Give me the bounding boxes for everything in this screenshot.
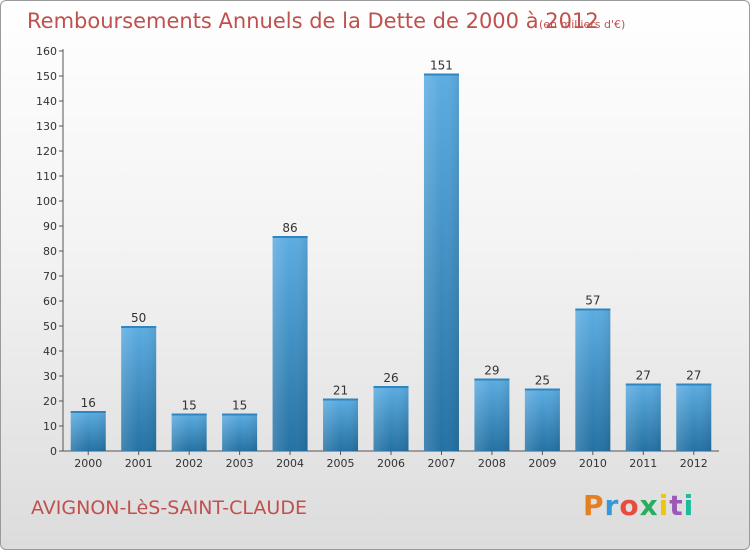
data-label: 27 <box>636 369 651 383</box>
x-tick-label: 2000 <box>74 457 102 470</box>
y-tick-label: 0 <box>50 445 57 458</box>
x-tick-label: 2006 <box>377 457 405 470</box>
bar-shine <box>524 388 560 451</box>
bar-shine <box>70 411 106 451</box>
chart-title: Remboursements Annuels de la Dette de 20… <box>27 9 599 33</box>
data-label: 50 <box>131 311 146 325</box>
y-tick-label: 40 <box>43 345 57 358</box>
bar-top-edge <box>121 326 157 328</box>
y-tick-label: 70 <box>43 270 57 283</box>
bar-shine <box>272 236 308 451</box>
data-label: 15 <box>182 399 197 413</box>
data-label: 151 <box>430 59 453 73</box>
y-tick-label: 80 <box>43 245 57 258</box>
bar-top-edge <box>70 411 106 413</box>
data-label: 29 <box>484 364 499 378</box>
logo-letter: o <box>619 489 640 522</box>
commune-name: AVIGNON-LèS-SAINT-CLAUDE <box>31 497 307 519</box>
bar-shine <box>121 326 157 451</box>
bar-shine <box>373 386 409 451</box>
bar-top-edge <box>272 236 308 238</box>
bar-top-edge <box>423 73 459 76</box>
logo-letter: t <box>669 489 684 522</box>
y-tick-label: 90 <box>43 220 57 233</box>
x-tick-label: 2001 <box>125 457 153 470</box>
bar-shine <box>575 308 611 451</box>
x-tick-label: 2011 <box>629 457 657 470</box>
bar-top-edge <box>323 398 359 401</box>
logo-letter: i <box>658 489 670 522</box>
y-tick-label: 160 <box>36 45 57 58</box>
bar-shine <box>676 383 712 451</box>
y-tick-label: 20 <box>43 395 57 408</box>
data-label: 26 <box>383 371 398 385</box>
logo-letter: x <box>639 489 659 522</box>
x-tick-label: 2004 <box>276 457 304 470</box>
bar-top-edge <box>373 386 409 388</box>
data-label: 27 <box>686 369 701 383</box>
bar-top-edge <box>524 388 560 391</box>
bar-shine <box>171 413 207 451</box>
y-tick-label: 150 <box>36 70 57 83</box>
data-label: 21 <box>333 384 348 398</box>
bar-top-edge <box>222 413 258 416</box>
y-tick-label: 120 <box>36 145 57 158</box>
bar-top-edge <box>474 378 510 381</box>
y-tick-label: 30 <box>43 370 57 383</box>
bar-top-edge <box>171 413 207 416</box>
y-tick-label: 60 <box>43 295 57 308</box>
bar-shine <box>222 413 258 451</box>
logo-letter: P <box>583 489 605 522</box>
y-tick-label: 50 <box>43 320 57 333</box>
y-tick-label: 140 <box>36 95 57 108</box>
bar-top-edge <box>625 383 661 386</box>
x-tick-label: 2012 <box>680 457 708 470</box>
bar-top-edge <box>575 308 611 311</box>
data-label: 15 <box>232 399 247 413</box>
bar-shine <box>625 383 661 451</box>
x-tick-label: 2010 <box>579 457 607 470</box>
logo-letter: i <box>683 489 695 522</box>
bar-top-edge <box>676 383 712 386</box>
data-label: 57 <box>585 294 600 308</box>
bar-shine <box>423 73 459 451</box>
logo-letter: r <box>604 489 620 522</box>
y-tick-label: 100 <box>36 195 57 208</box>
proxiti-logo: Proxiti <box>583 489 694 522</box>
bar-shine <box>474 378 510 451</box>
x-tick-label: 2005 <box>327 457 355 470</box>
bar-shine <box>323 398 359 451</box>
x-tick-label: 2008 <box>478 457 506 470</box>
data-label: 86 <box>282 221 297 235</box>
chart-subtitle: (en milliers d'€) <box>539 18 626 31</box>
x-tick-label: 2009 <box>528 457 556 470</box>
x-tick-label: 2002 <box>175 457 203 470</box>
y-tick-label: 130 <box>36 120 57 133</box>
y-tick-label: 110 <box>36 170 57 183</box>
data-label: 16 <box>81 396 96 410</box>
x-tick-label: 2007 <box>427 457 455 470</box>
y-tick-label: 10 <box>43 420 57 433</box>
data-label: 25 <box>535 374 550 388</box>
x-tick-label: 2003 <box>226 457 254 470</box>
